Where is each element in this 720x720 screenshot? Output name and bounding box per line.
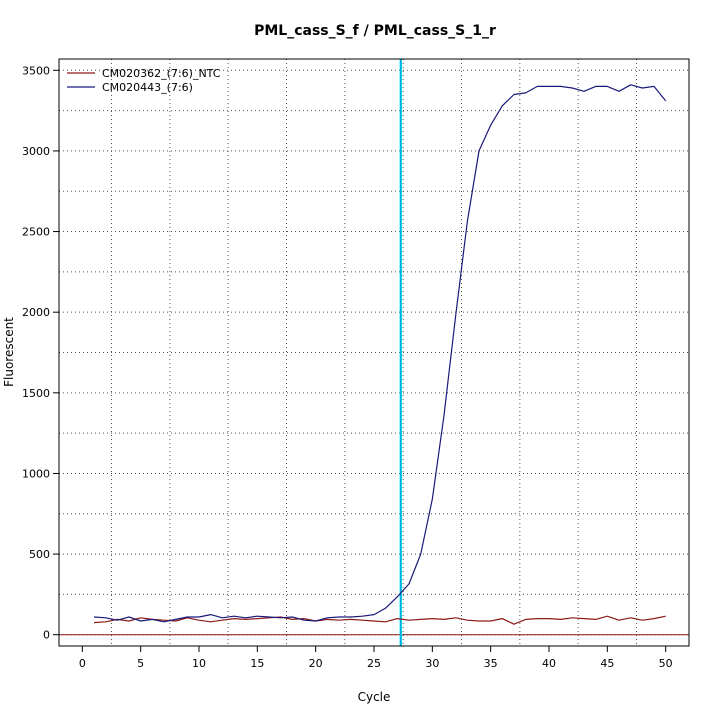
chart-title: PML_cass_S_f / PML_cass_S_1_r [254,23,496,39]
x-tick-label: 0 [79,657,86,670]
x-tick-label: 5 [137,657,144,670]
x-tick-label: 35 [484,657,498,670]
x-tick-label: 20 [309,657,323,670]
y-tick-label: 3500 [22,64,50,77]
x-tick-label: 15 [250,657,264,670]
x-tick-label: 10 [192,657,206,670]
legend-label-2: CM020443_(7:6) [102,81,193,94]
y-tick-label: 1000 [22,467,50,480]
y-tick-label: 3000 [22,145,50,158]
y-tick-label: 2000 [22,306,50,319]
series-line-1 [93,615,666,625]
y-axis-label: Fluorescent [2,317,16,387]
grid-layer [59,59,689,646]
x-axis-label: Cycle [358,690,391,704]
y-tick-label: 0 [43,629,50,642]
legend-label-1: CM020362_(7:6)_NTC [102,67,221,80]
x-tick-label: 25 [367,657,381,670]
x-tick-label: 30 [425,657,439,670]
x-tick-label: 40 [542,657,556,670]
x-tick-label: 45 [600,657,614,670]
y-tick-label: 500 [29,548,50,561]
x-tick-label: 50 [659,657,673,670]
y-tick-label: 1500 [22,387,50,400]
series-line-2 [93,84,667,623]
lines-layer [59,59,689,646]
axis-layer: 0 5 10 15 20 25 30 35 40 45 5005001000150020002500… [22,64,673,670]
plot-frame [58,58,690,647]
y-tick-label: 2500 [22,226,50,239]
